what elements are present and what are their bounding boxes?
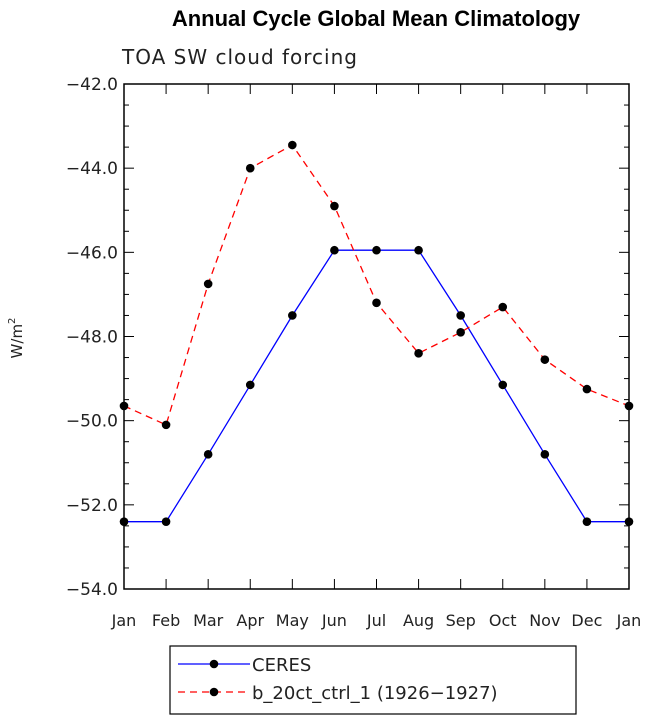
y-axis-label: W/m2 bbox=[7, 318, 26, 359]
data-point bbox=[498, 302, 508, 312]
data-point bbox=[624, 401, 634, 411]
data-point bbox=[582, 517, 592, 526]
data-point bbox=[414, 349, 423, 358]
data-point bbox=[414, 245, 423, 255]
legend-label: CERES bbox=[252, 655, 311, 676]
chart-subtitle: TOA SW cloud forcing bbox=[121, 45, 358, 69]
data-point bbox=[624, 517, 634, 526]
y-tick-label: −46.0 bbox=[66, 243, 118, 263]
series-1 bbox=[119, 245, 634, 526]
series-2 bbox=[119, 140, 634, 430]
data-point bbox=[540, 450, 550, 459]
data-point bbox=[161, 517, 171, 526]
x-tick-label: Jun bbox=[321, 611, 347, 630]
legend-box bbox=[169, 645, 577, 715]
series-line bbox=[124, 249, 629, 523]
x-tick-label: Nov bbox=[529, 611, 560, 630]
svg-text:W/m2: W/m2 bbox=[7, 318, 26, 359]
data-point bbox=[498, 380, 508, 390]
data-point bbox=[456, 327, 465, 337]
y-axis-label-superscript: 2 bbox=[7, 318, 18, 324]
y-axis-label-text: W/m bbox=[8, 324, 26, 359]
y-tick-label: −50.0 bbox=[66, 412, 118, 432]
x-tick-label: Jul bbox=[366, 611, 386, 630]
chart-title: Annual Cycle Global Mean Climatology bbox=[172, 6, 581, 31]
x-tick-label: Jan bbox=[111, 611, 137, 630]
series-layer bbox=[119, 140, 634, 526]
x-tick-label: Oct bbox=[489, 611, 517, 630]
data-point bbox=[288, 311, 297, 320]
data-point bbox=[245, 163, 255, 173]
data-point bbox=[119, 401, 129, 411]
x-tick-label: May bbox=[276, 611, 309, 630]
y-tick-label: −48.0 bbox=[66, 328, 118, 348]
x-tick-label: Jan bbox=[616, 611, 642, 630]
series-line bbox=[123, 144, 630, 426]
data-point bbox=[372, 298, 381, 308]
x-tick-label: Apr bbox=[236, 611, 264, 630]
legend-label: b_20ct_ctrl_1 (1926−1927) bbox=[252, 683, 498, 704]
data-point bbox=[203, 279, 213, 289]
data-point bbox=[119, 517, 129, 526]
x-tick-label: Mar bbox=[193, 611, 224, 630]
data-point bbox=[456, 311, 465, 320]
data-point bbox=[330, 201, 339, 211]
x-tick-label: Aug bbox=[403, 611, 434, 630]
x-tick-label: Dec bbox=[571, 611, 602, 630]
data-point bbox=[203, 450, 213, 459]
legend-marker bbox=[209, 659, 219, 669]
y-tick-label: −44.0 bbox=[66, 159, 118, 179]
x-tick-label: Sep bbox=[446, 611, 476, 630]
data-point bbox=[372, 245, 381, 255]
y-tick-label: −54.0 bbox=[66, 580, 118, 600]
legend-marker bbox=[209, 687, 219, 697]
data-point bbox=[245, 380, 255, 390]
data-point bbox=[582, 384, 592, 394]
data-point bbox=[161, 420, 171, 430]
axis-ticks: −42.0 −44.0 −46.0 −48.0 −50.0 −52.0 −54.0 Jan Fe… bbox=[66, 75, 641, 630]
legend: CERES b_20ct_ctrl_1 (1926−1927) bbox=[169, 645, 577, 715]
y-tick-label: −52.0 bbox=[66, 496, 118, 516]
y-tick-label: −42.0 bbox=[66, 75, 118, 95]
data-point bbox=[330, 245, 339, 255]
data-point bbox=[288, 140, 297, 150]
plot-area-frame bbox=[123, 83, 630, 590]
data-point bbox=[540, 355, 550, 364]
x-tick-label: Feb bbox=[152, 611, 180, 630]
